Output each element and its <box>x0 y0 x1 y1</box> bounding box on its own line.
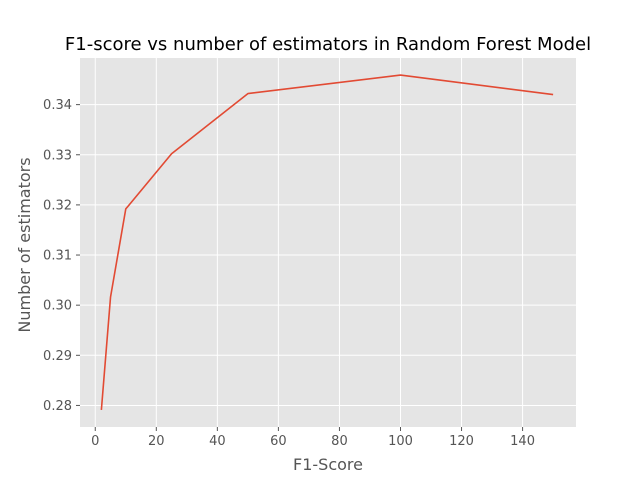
y-tick-label: 0.29 <box>43 349 72 364</box>
x-tick-label: 100 <box>388 434 413 449</box>
y-axis-label: Number of estimators <box>15 157 34 332</box>
plot-area <box>80 58 576 427</box>
x-axis-label: F1-Score <box>293 455 363 474</box>
x-tick-label: 60 <box>270 434 287 449</box>
y-tick-label: 0.34 <box>43 98 72 113</box>
x-tick-label: 80 <box>331 434 348 449</box>
x-tick-label: 0 <box>91 434 99 449</box>
grid-lines <box>80 58 576 427</box>
chart-title: F1-score vs number of estimators in Rand… <box>65 34 591 55</box>
y-tick-label: 0.31 <box>43 249 72 264</box>
x-tick-label: 40 <box>209 434 226 449</box>
series-group <box>100 74 554 411</box>
y-tick-label: 0.32 <box>43 198 72 213</box>
x-tick-label: 140 <box>510 434 535 449</box>
y-tick-label: 0.30 <box>43 299 72 314</box>
y-tick-label: 0.28 <box>43 399 72 414</box>
tick-marks <box>76 104 524 431</box>
x-tick-label: 120 <box>449 434 474 449</box>
y-tick-label: 0.33 <box>43 148 72 163</box>
x-tick-label: 20 <box>148 434 165 449</box>
